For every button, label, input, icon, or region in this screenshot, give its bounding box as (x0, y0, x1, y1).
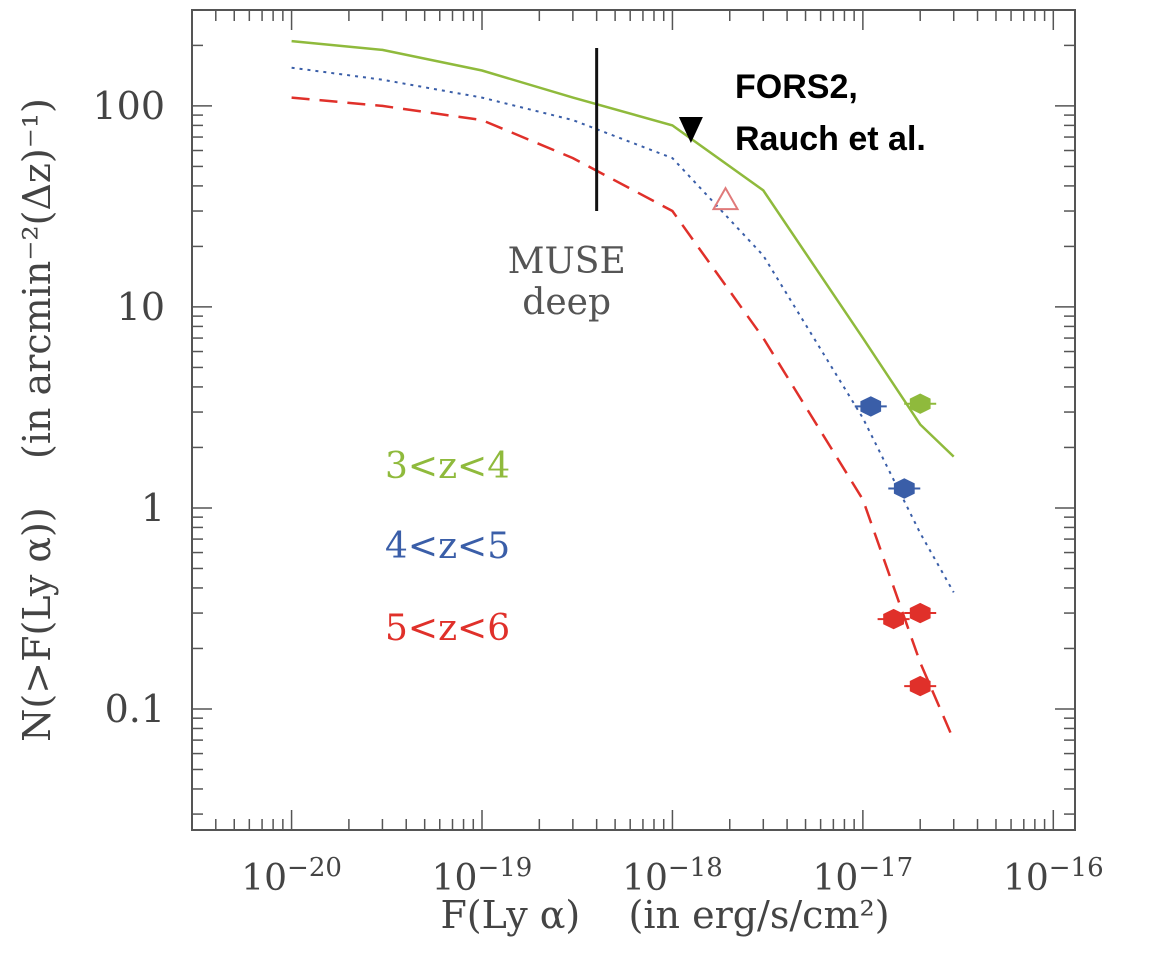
legend-item-3-4: 3<z<4 (385, 446, 510, 487)
y-tick-label: 0.1 (105, 687, 165, 731)
tick-marks (192, 9, 1075, 830)
y-tick-label: 100 (92, 84, 165, 128)
fors2-label: FORS2, (735, 68, 858, 106)
y-tick-label: 1 (141, 486, 165, 530)
legend: 3<z<4 4<z<5 5<z<6 (385, 446, 510, 649)
muse-label: deep (522, 282, 611, 323)
series-line-2 (291, 96, 955, 741)
x-tick-label: 10−16 (1003, 853, 1104, 899)
y-axis-label: N(>F(Ly α)) (in arcmin⁻²(Δz)⁻¹) (15, 98, 59, 742)
series-line-0 (291, 39, 955, 458)
open-triangle-marker (711, 186, 740, 211)
x-tick-label: 10−17 (813, 853, 914, 899)
muse-label: MUSE (508, 241, 626, 282)
plot-frame (191, 9, 1076, 831)
legend-item-5-6: 5<z<6 (385, 608, 510, 649)
x-tick-label: 10−18 (622, 853, 723, 899)
x-tick-labels: 10−20 10−19 10−18 10−17 10−16 (241, 853, 1103, 899)
x-tick-label: 10−19 (432, 853, 533, 899)
x-axis-label: F(Ly α) (in erg/s/cm²) (440, 893, 889, 937)
points-layer (854, 393, 937, 697)
y-tick-labels: 0.1 1 10 100 (92, 84, 165, 731)
fors2-label: Rauch et al. (735, 120, 926, 158)
y-tick-label: 10 (117, 285, 165, 329)
x-tick-label: 10−20 (241, 853, 342, 899)
fors2-marker (678, 117, 703, 144)
legend-item-4-5: 4<z<5 (385, 526, 510, 567)
